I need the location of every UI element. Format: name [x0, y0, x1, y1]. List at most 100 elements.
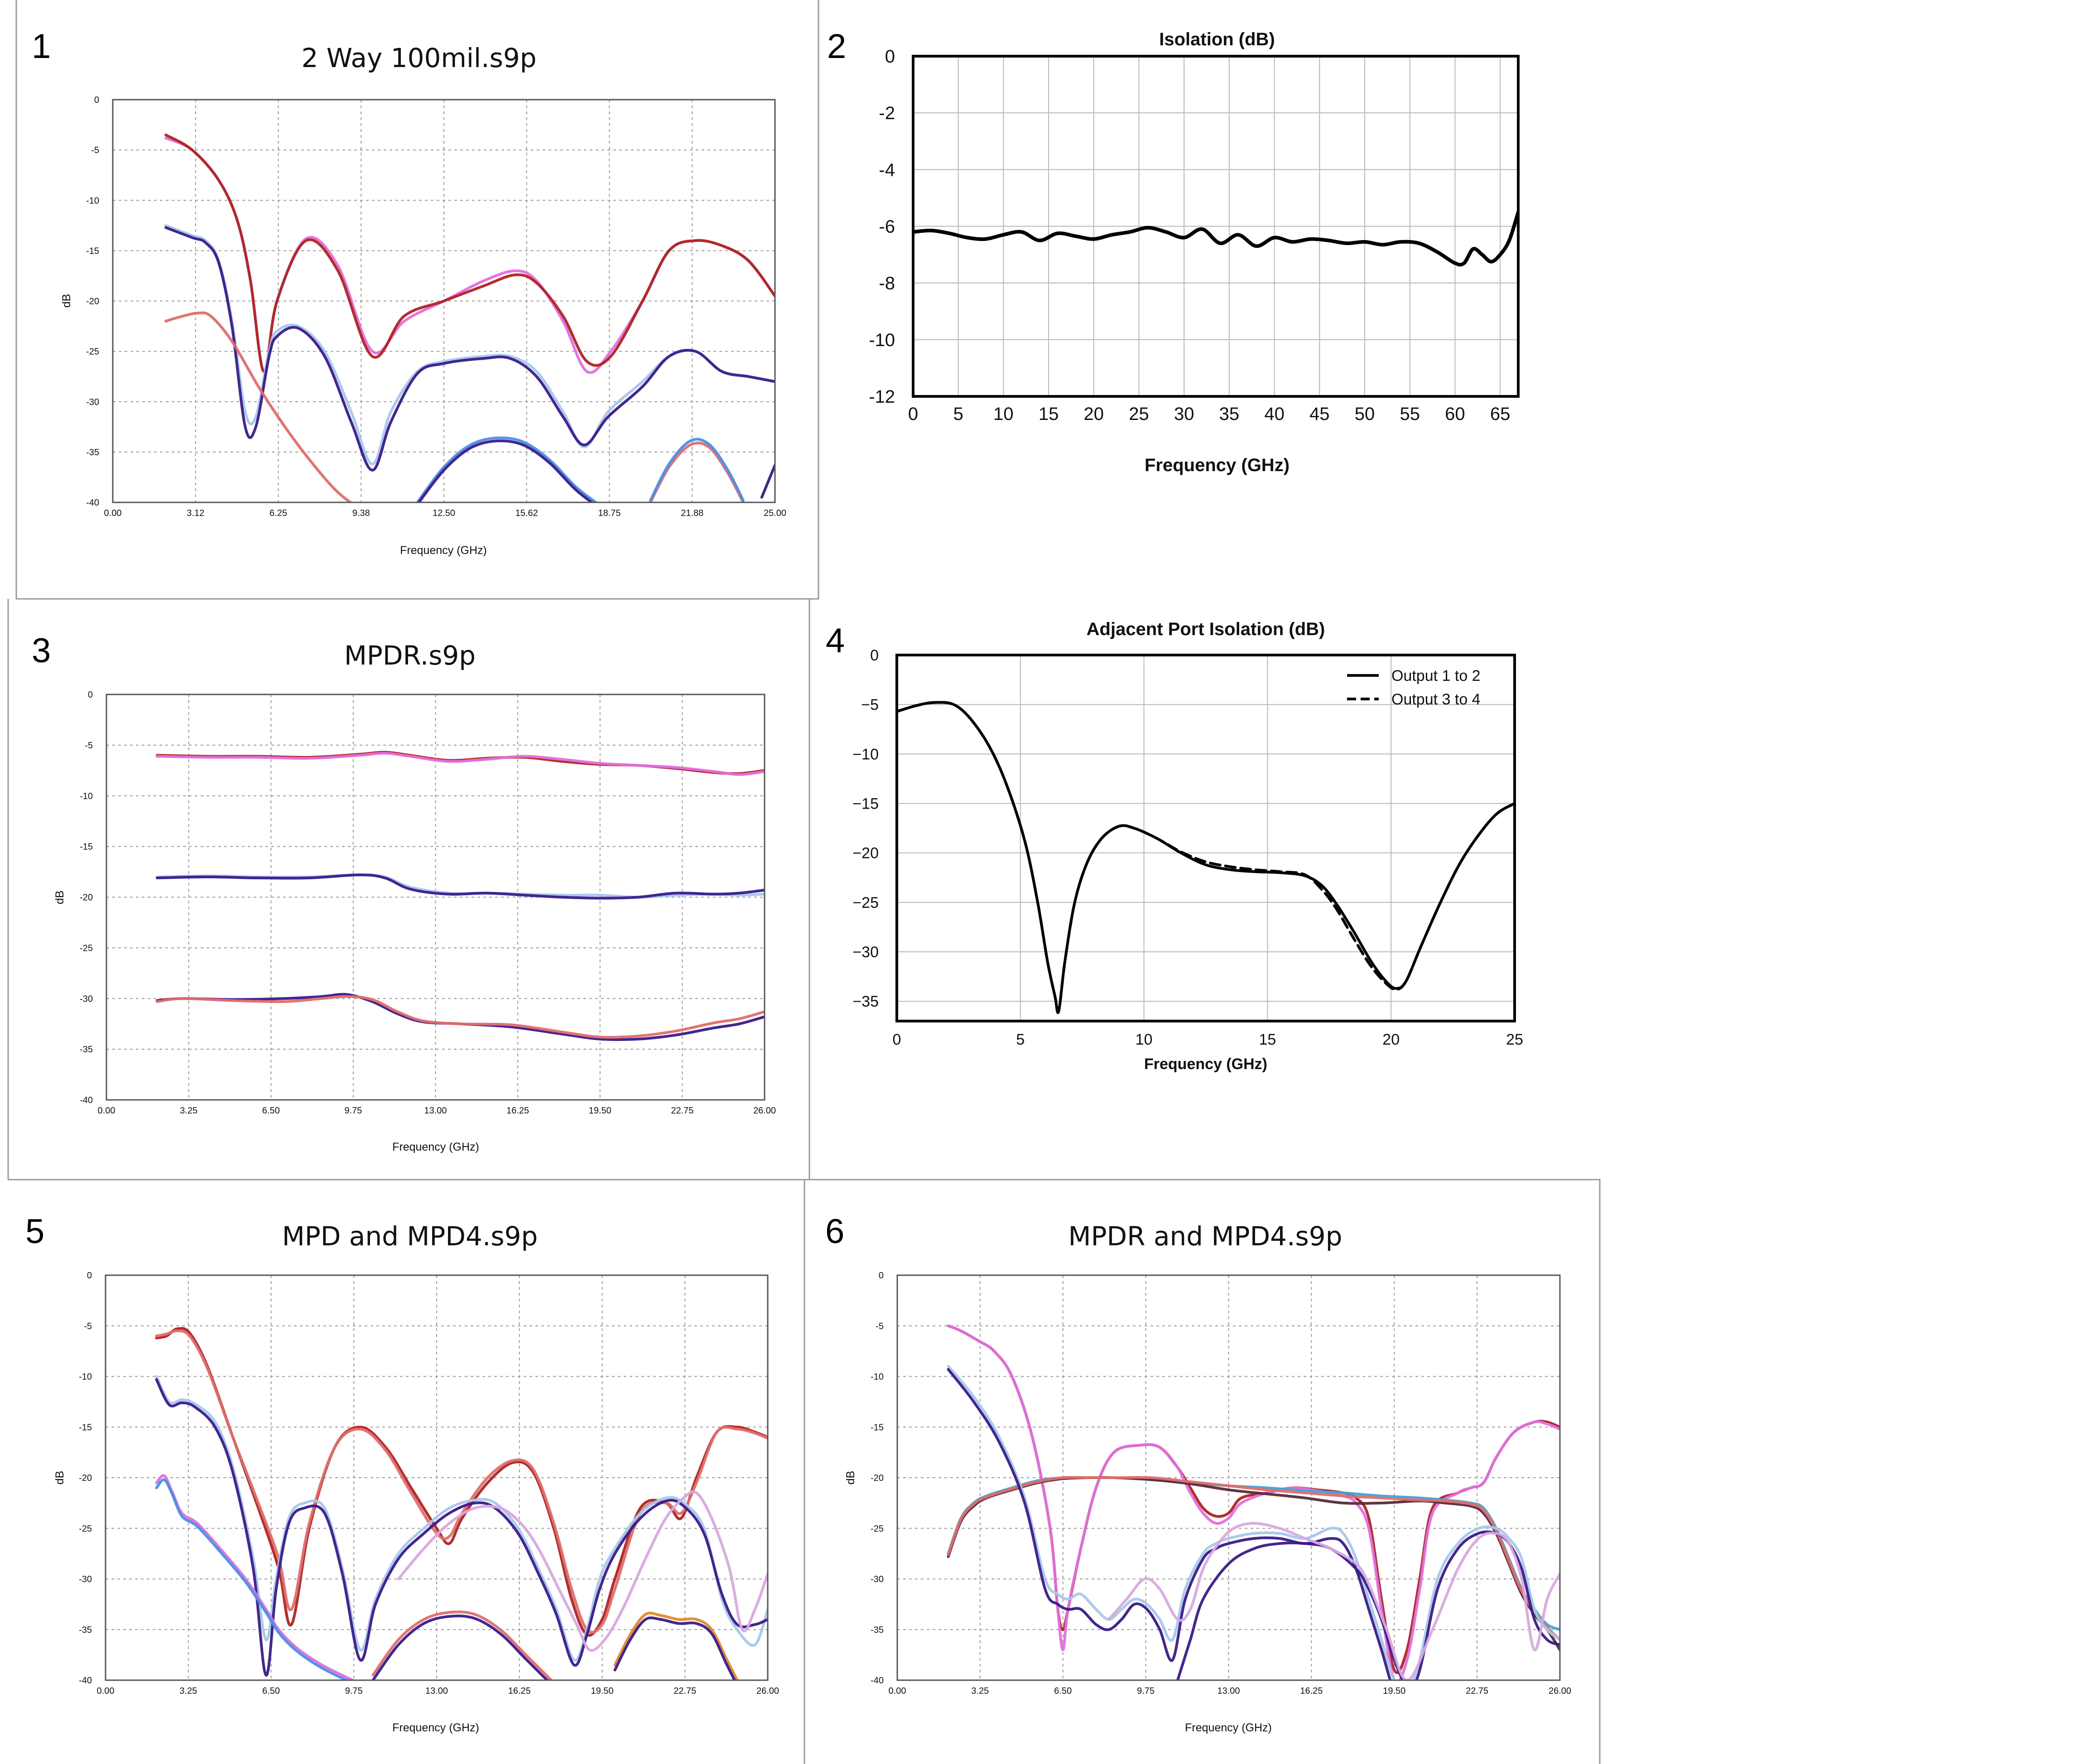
x-tick-label: 0	[908, 404, 918, 424]
series-line	[397, 1490, 768, 1652]
series-group	[164, 133, 775, 502]
series-group	[155, 751, 765, 1041]
x-tick-label: 15	[1039, 404, 1059, 424]
y-tick-label: 0	[885, 47, 895, 67]
y-tick-label: -25	[79, 1524, 92, 1534]
y-tick-label: -25	[871, 1524, 884, 1534]
y-tick-label: −5	[861, 696, 879, 713]
x-tick-label: 10	[993, 404, 1014, 424]
plot-frame	[912, 55, 1520, 398]
x-tick-label: 19.50	[591, 1686, 613, 1696]
y-axis-label: dB	[53, 891, 66, 905]
y-tick-label: -30	[80, 994, 93, 1004]
chart-panel-4: 4 Adjacent Port Isolation (dB) 0 5 10 15 20 25 0…	[809, 599, 1620, 1180]
x-tick-label: 22.75	[671, 1106, 693, 1116]
x-axis-label: Frequency (GHz)	[1185, 1721, 1272, 1734]
chart-3: 3 MPDR.s9p 0.00 3.25 6.50 9.75 13.00 16.25 19.50…	[32, 631, 776, 1153]
y-axis-label: dB	[53, 1471, 66, 1485]
y-tick-label: -10	[869, 330, 895, 350]
series-line	[913, 210, 1518, 267]
y-tick-label: -35	[86, 448, 99, 458]
y-tick-label: -20	[86, 297, 99, 307]
y-tick-label: -15	[80, 842, 93, 852]
legend-entry: Output 3 to 4	[1391, 691, 1481, 708]
x-tick-label: 16.25	[506, 1106, 529, 1116]
y-tick-label: -10	[80, 791, 93, 801]
series-line	[613, 1616, 736, 1680]
y-axis-label: dB	[60, 294, 73, 308]
x-tick-label: 13.00	[1217, 1686, 1240, 1696]
y-tick-label: -5	[84, 1321, 92, 1331]
x-tick-label: 60	[1445, 404, 1465, 424]
x-tick-label: 9.75	[345, 1686, 363, 1696]
x-tick-label: 6.25	[269, 508, 287, 518]
series-group	[897, 701, 1515, 1014]
x-tick-label: 5	[1016, 1031, 1025, 1048]
series-line	[371, 1615, 549, 1680]
plot-frame	[896, 1274, 1561, 1681]
x-tick-label: 0	[893, 1031, 901, 1048]
x-tick-label: 16.25	[1300, 1686, 1323, 1696]
series-line	[155, 1375, 768, 1662]
panel-number: 4	[826, 622, 845, 660]
y-tick-label: -40	[86, 498, 99, 508]
panel-number: 6	[825, 1212, 844, 1251]
x-tick-label: 18.75	[598, 508, 621, 518]
series-group	[947, 1324, 1560, 1680]
x-tick-label: 13.00	[425, 1686, 448, 1696]
series-line	[155, 1378, 768, 1677]
x-tick-label: 9.75	[344, 1106, 362, 1116]
plot-frame	[105, 1274, 769, 1681]
x-tick-label: 20	[1382, 1031, 1400, 1048]
series-line	[164, 311, 353, 502]
y-tick-label: −15	[852, 795, 879, 812]
y-tick-label: -40	[871, 1676, 884, 1686]
series-line	[164, 224, 775, 466]
legend-entry: Output 1 to 2	[1391, 667, 1481, 684]
y-tick-label: -2	[879, 103, 895, 123]
x-tick-label: 30	[1174, 404, 1194, 424]
series-line	[155, 1478, 350, 1680]
y-tick-label: -15	[79, 1422, 92, 1432]
y-axis-label: dB	[844, 1471, 857, 1485]
x-tick-label: 15.62	[515, 508, 538, 518]
y-tick-label: -15	[86, 246, 99, 256]
series-line	[947, 1365, 1560, 1680]
series-line	[164, 226, 775, 472]
plot-area	[897, 655, 1515, 1021]
y-tick-label: 0	[870, 647, 879, 664]
series-line	[897, 701, 1515, 1014]
chart-panel-2: 2 Isolation (dB) 0 5 10 15 20 25 30 35 40 45 50 55 60 6…	[818, 0, 1620, 599]
x-tick-label: 35	[1219, 404, 1240, 424]
chart-title: 2 Way 100mil.s9p	[301, 43, 536, 73]
x-tick-label: 9.38	[352, 508, 370, 518]
y-tick-label: -25	[80, 943, 93, 953]
x-tick-label: 6.50	[1054, 1686, 1072, 1696]
x-tick-label: 10	[1136, 1031, 1153, 1048]
x-axis-label: Frequency (GHz)	[1144, 1056, 1267, 1073]
x-tick-label: 19.50	[1383, 1686, 1405, 1696]
x-tick-label: 3.12	[187, 508, 204, 518]
series-line	[164, 133, 775, 373]
x-tick-label: 40	[1264, 404, 1285, 424]
plot-frame	[106, 694, 765, 1101]
x-axis-label: Frequency (GHz)	[392, 1721, 479, 1734]
series-line	[155, 995, 765, 1039]
x-tick-label: 0.00	[889, 1686, 906, 1696]
x-tick-label: 13.00	[424, 1106, 447, 1116]
y-tick-label: -35	[871, 1625, 884, 1635]
y-tick-label: -10	[86, 196, 99, 206]
chart-5: 5 MPD and MPD4.s9p 0.00 3.25 6.50 9.75 13.00 16…	[25, 1212, 779, 1734]
chart-panel-1: 1 2 Way 100mil.s9p 0.00 3.12 6.25 9.38 12.50 15…	[0, 0, 818, 599]
y-tick-label: -25	[86, 347, 99, 357]
y-tick-label: 0	[94, 95, 99, 105]
x-tick-label: 3.25	[179, 1686, 197, 1696]
y-tick-label: -8	[879, 274, 895, 294]
chart-title: Isolation (dB)	[1159, 29, 1275, 49]
y-tick-label: −10	[852, 746, 879, 763]
chart-1: 1 2 Way 100mil.s9p 0.00 3.12 6.25 9.38 12.50 15…	[32, 27, 786, 557]
y-tick-label: -5	[91, 145, 99, 155]
y-tick-label: -6	[879, 217, 895, 237]
x-tick-label: 16.25	[508, 1686, 531, 1696]
panel-number: 2	[827, 27, 846, 66]
